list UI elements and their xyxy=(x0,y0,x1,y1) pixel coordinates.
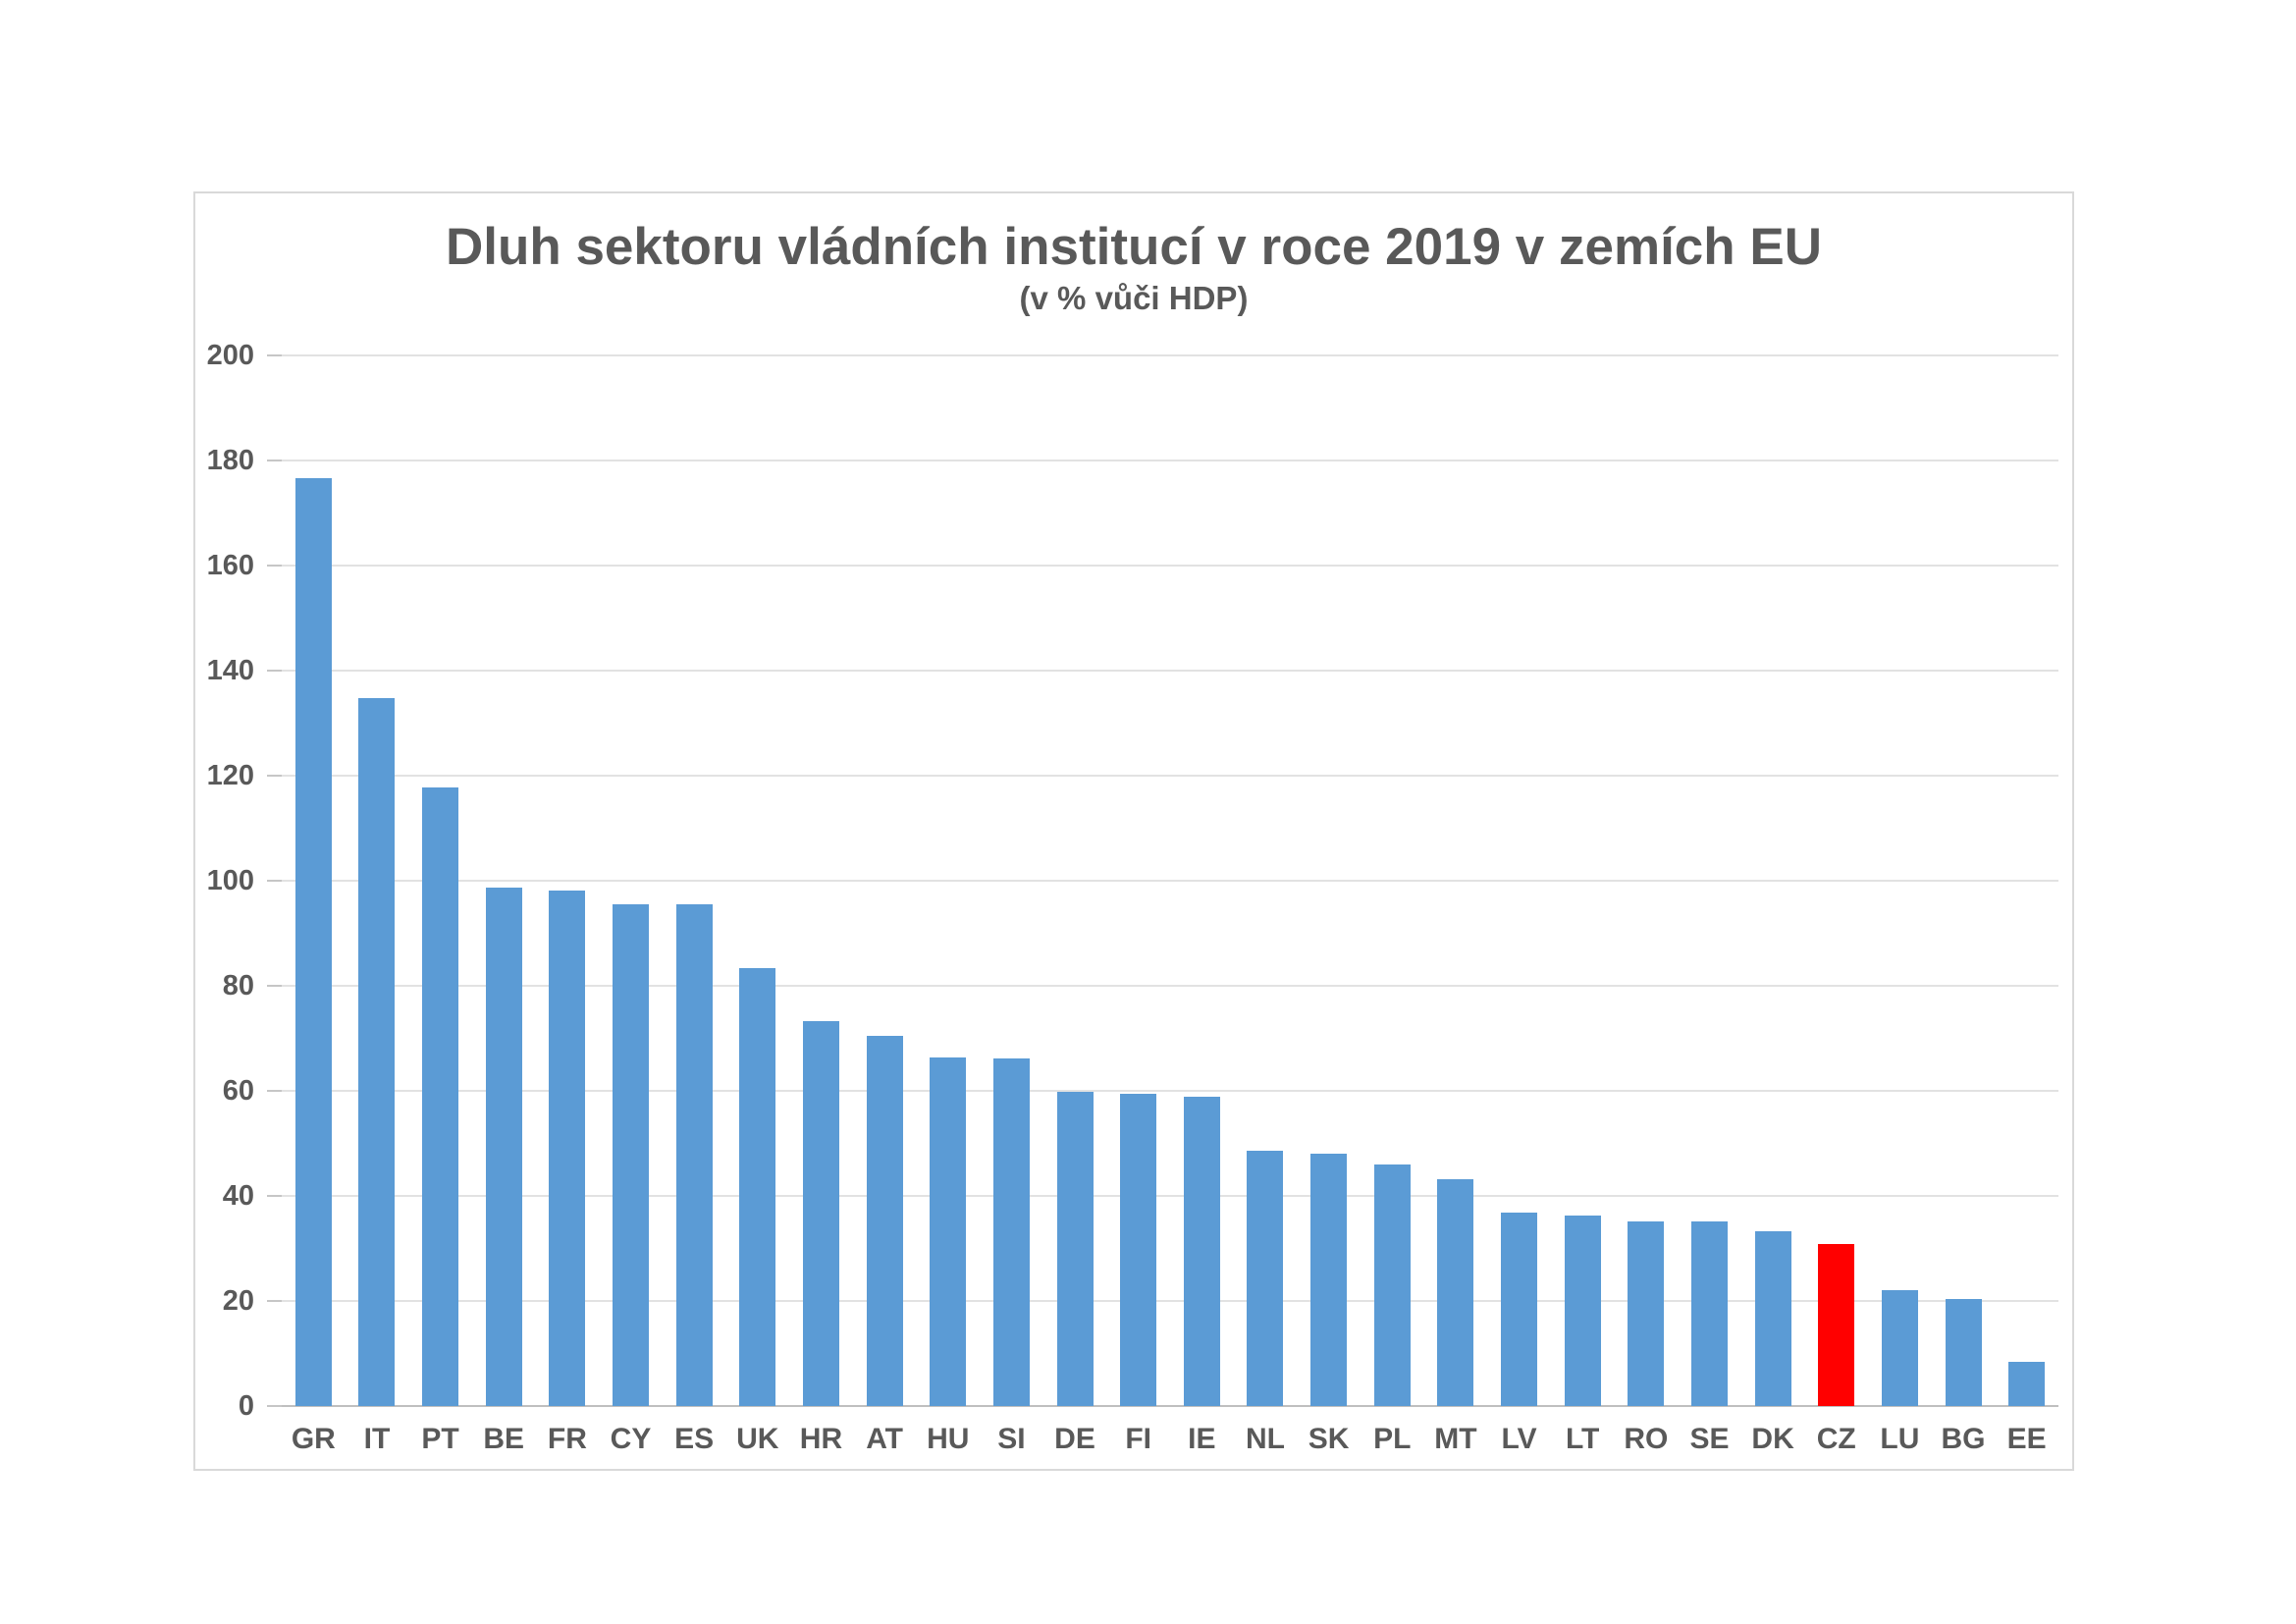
y-axis-label: 160 xyxy=(206,550,254,581)
x-axis-label-lu: LU xyxy=(1880,1423,1920,1455)
y-axis-label: 140 xyxy=(206,655,254,686)
gridline xyxy=(282,985,2058,987)
y-axis-tick xyxy=(267,880,282,882)
y-axis-tick xyxy=(267,775,282,777)
y-axis-label: 0 xyxy=(238,1390,254,1422)
x-axis-line xyxy=(282,1405,2058,1407)
bar-nl xyxy=(1247,1150,1284,1406)
bar-hu xyxy=(930,1057,967,1406)
x-axis-label-se: SE xyxy=(1689,1423,1730,1455)
bar-sk xyxy=(1310,1154,1348,1406)
bar-cy xyxy=(613,904,650,1406)
bar-pl xyxy=(1373,1164,1411,1406)
gridline xyxy=(282,670,2058,672)
y-axis-tick xyxy=(267,1090,282,1092)
bar-bg xyxy=(1945,1298,1982,1406)
x-axis-label-cz: CZ xyxy=(1816,1423,1856,1455)
x-axis-label-bg: BG xyxy=(1941,1423,1986,1455)
y-axis-label: 60 xyxy=(222,1075,254,1107)
bar-se xyxy=(1690,1221,1728,1406)
x-axis-label-nl: NL xyxy=(1245,1423,1285,1455)
x-axis-label-fi: FI xyxy=(1125,1423,1151,1455)
y-axis-tick xyxy=(267,985,282,987)
x-axis-label-ro: RO xyxy=(1624,1423,1669,1455)
bar-si xyxy=(992,1058,1030,1406)
y-axis-label: 120 xyxy=(206,760,254,791)
y-axis-tick xyxy=(267,565,282,567)
bar-be xyxy=(485,888,522,1406)
x-axis-label-fr: FR xyxy=(547,1423,587,1455)
gridline xyxy=(282,565,2058,567)
chart-frame: Dluh sektoru vládních institucí v roce 2… xyxy=(193,191,2074,1471)
x-axis-label-pl: PL xyxy=(1373,1423,1412,1455)
x-axis-label-dk: DK xyxy=(1751,1423,1794,1455)
x-axis-label-ee: EE xyxy=(2006,1423,2047,1455)
x-axis-label-mt: MT xyxy=(1434,1423,1477,1455)
x-axis-label-be: BE xyxy=(483,1423,525,1455)
y-axis-label: 180 xyxy=(206,445,254,476)
bar-pt xyxy=(422,787,459,1406)
bar-hr xyxy=(802,1021,839,1406)
y-axis-label: 40 xyxy=(222,1180,254,1212)
x-axis-label-sk: SK xyxy=(1308,1423,1350,1455)
x-axis-label-es: ES xyxy=(674,1423,715,1455)
chart-title: Dluh sektoru vládních institucí v roce 2… xyxy=(445,218,1822,276)
y-axis-tick xyxy=(267,354,282,356)
bar-es xyxy=(675,904,713,1406)
bar-highlighted-cz xyxy=(1818,1244,1855,1406)
gridline xyxy=(282,880,2058,882)
x-axis-label-si: SI xyxy=(997,1423,1026,1455)
gridline xyxy=(282,1300,2058,1302)
gridline xyxy=(282,354,2058,356)
x-axis-label-uk: UK xyxy=(736,1423,779,1455)
y-axis-tick xyxy=(267,1405,282,1407)
y-axis-tick xyxy=(267,460,282,461)
bar-lv xyxy=(1501,1212,1538,1406)
bar-gr xyxy=(294,478,332,1406)
bar-ee xyxy=(2008,1362,2046,1406)
bar-uk xyxy=(739,968,776,1406)
x-axis-label-lt: LT xyxy=(1565,1423,1600,1455)
gridline xyxy=(282,775,2058,777)
x-axis-label-de: DE xyxy=(1054,1423,1095,1455)
gridline xyxy=(282,460,2058,461)
bar-ro xyxy=(1628,1220,1665,1406)
x-axis-label-pt: PT xyxy=(421,1423,459,1455)
x-axis-label-lv: LV xyxy=(1501,1423,1537,1455)
y-axis-label: 80 xyxy=(222,970,254,1001)
chart-subtitle: (v % vůči HDP) xyxy=(1019,280,1249,316)
bar-fr xyxy=(549,891,586,1406)
y-axis-tick xyxy=(267,1195,282,1197)
x-axis-label-ie: IE xyxy=(1188,1423,1216,1455)
bar-it xyxy=(358,697,396,1406)
x-axis-label-cy: CY xyxy=(610,1423,652,1455)
x-axis-label-at: AT xyxy=(866,1423,903,1455)
x-axis-label-hu: HU xyxy=(927,1423,970,1455)
bar-at xyxy=(866,1036,903,1406)
bar-dk xyxy=(1754,1231,1791,1406)
x-axis-label-it: IT xyxy=(363,1423,391,1455)
bar-de xyxy=(1056,1092,1094,1406)
y-axis-tick xyxy=(267,670,282,672)
x-axis-label-hr: HR xyxy=(799,1423,843,1455)
x-axis-label-gr: GR xyxy=(291,1423,336,1455)
bar-lu xyxy=(1881,1289,1918,1406)
y-axis-tick xyxy=(267,1300,282,1302)
gridline xyxy=(282,1195,2058,1197)
bar-lt xyxy=(1564,1215,1601,1406)
y-axis-label: 100 xyxy=(206,865,254,896)
bar-ie xyxy=(1183,1097,1220,1406)
y-axis-label: 200 xyxy=(206,340,254,371)
y-axis-label: 20 xyxy=(222,1285,254,1317)
bar-mt xyxy=(1437,1179,1474,1406)
gridline xyxy=(282,1090,2058,1092)
bar-fi xyxy=(1120,1094,1157,1406)
